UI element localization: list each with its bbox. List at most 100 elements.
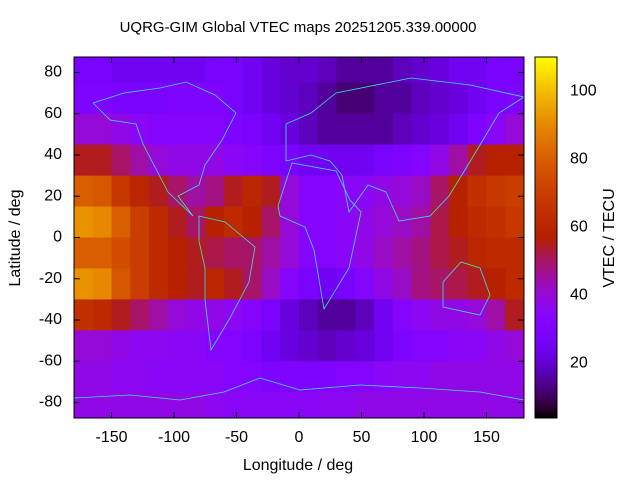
heatmap-cell [336,361,356,393]
heatmap-cell [74,144,94,177]
heatmap-cell [374,206,394,238]
heatmap-cell [317,175,337,207]
heatmap-cell [374,299,394,331]
heatmap-cell [449,113,469,146]
heatmap-cell [355,144,375,177]
heatmap-cell [186,237,206,269]
heatmap-cell [317,268,337,300]
heatmap-cell [130,82,150,115]
heatmap-cell [111,113,131,146]
y-tick-label: -40 [39,311,62,328]
heatmap-cell [336,330,356,362]
heatmap-cell [167,113,187,146]
heatmap-cell [411,299,431,331]
heatmap-cell [111,57,131,84]
heatmap-cell [224,330,244,362]
heatmap-cell [392,57,412,84]
heatmap-cell [392,237,412,269]
heatmap-cell [505,206,524,238]
heatmap-cell [111,330,131,362]
heatmap-cell [317,237,337,269]
heatmap-cell [336,82,356,115]
x-tick-label: -150 [95,429,127,446]
heatmap-cell [505,361,524,393]
heatmap-cell [411,237,431,269]
y-tick-label: -60 [39,352,62,369]
heatmap-cell [486,175,506,207]
heatmap-cell [261,330,281,362]
heatmap-cell [411,268,431,300]
heatmap-cell [411,361,431,393]
heatmap-cell [486,330,506,362]
heatmap-cell [467,392,487,418]
heatmap-cell [505,175,524,207]
heatmap-cell [317,361,337,393]
heatmap-cell [92,237,112,269]
heatmap-cell [280,237,300,269]
heatmap-cell [430,57,450,84]
heatmap-cell [467,113,487,146]
heatmap-cell [280,206,300,238]
x-tick-label: 0 [295,429,304,446]
heatmap-cell [467,206,487,238]
heatmap-cell [355,113,375,146]
heatmap-cell [92,175,112,207]
heatmap-cell [280,82,300,115]
x-tick-label: 150 [473,429,500,446]
heatmap [74,57,524,418]
heatmap-cell [149,82,169,115]
heatmap-cell [74,330,94,362]
heatmap-cell [467,57,487,84]
heatmap-cell [130,57,150,84]
heatmap-cell [355,175,375,207]
heatmap-cell [299,206,319,238]
heatmap-cell [449,82,469,115]
heatmap-cell [299,361,319,393]
heatmap-cell [374,57,394,84]
heatmap-cell [355,330,375,362]
heatmap-cell [280,330,300,362]
heatmap-cell [92,330,112,362]
colorbar-tick-label: 20 [570,355,588,372]
heatmap-cell [299,57,319,84]
heatmap-cell [467,82,487,115]
heatmap-cell [411,206,431,238]
heatmap-cell [261,57,281,84]
heatmap-cell [186,175,206,207]
heatmap-cell [467,299,487,331]
heatmap-cell [392,392,412,418]
heatmap-cell [486,237,506,269]
chart-title: UQRG-GIM Global VTEC maps 20251205.339.0… [120,19,477,36]
heatmap-cell [130,268,150,300]
heatmap-cell [242,330,262,362]
heatmap-cell [186,361,206,393]
heatmap-cell [505,392,524,418]
coastline [74,377,524,401]
heatmap-cell [355,57,375,84]
heatmap-cell [299,299,319,331]
heatmap-cell [449,330,469,362]
heatmap-cell [186,82,206,115]
heatmap-cell [186,299,206,331]
x-tick-label: -50 [225,429,248,446]
y-tick-label: 60 [44,105,62,122]
heatmap-cell [392,82,412,115]
heatmap-cell [242,206,262,238]
heatmap-cell [449,175,469,207]
heatmap-cell [149,299,169,331]
heatmap-cell [149,175,169,207]
heatmap-cell [317,206,337,238]
heatmap-cell [449,392,469,418]
heatmap-cell [205,113,225,146]
heatmap-cell [149,268,169,300]
heatmap-cell [74,392,94,418]
heatmap-cell [74,237,94,269]
heatmap-cell [261,144,281,177]
heatmap-cell [74,299,94,331]
colorbar [534,56,558,419]
heatmap-cell [355,268,375,300]
heatmap-cell [336,299,356,331]
heatmap-cell [111,268,131,300]
heatmap-cell [411,330,431,362]
